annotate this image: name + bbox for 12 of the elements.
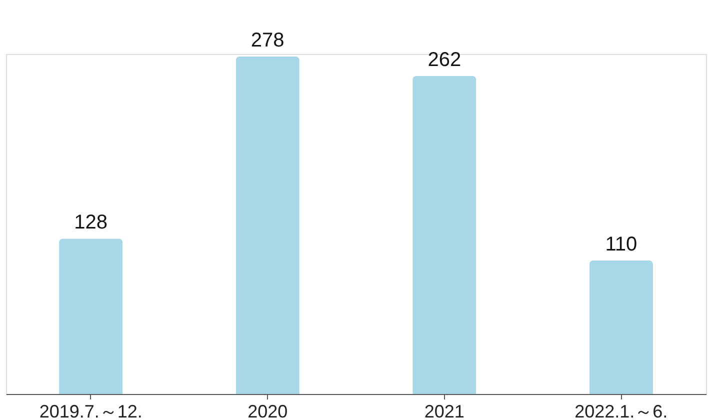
x-tick-label: 2019.7.～12.	[39, 402, 142, 420]
x-tick-label: 2020	[248, 402, 288, 420]
bar	[59, 238, 123, 394]
data-label: 262	[428, 48, 462, 71]
x-tick-label: 2022.1.～6.	[574, 402, 668, 420]
data-label: 110	[605, 233, 638, 256]
bar	[236, 56, 300, 394]
bar	[412, 76, 476, 394]
data-label: 128	[74, 212, 108, 234]
bar	[589, 260, 653, 394]
x-tick-label: 2021	[424, 402, 464, 420]
data-label: 278	[250, 29, 284, 52]
